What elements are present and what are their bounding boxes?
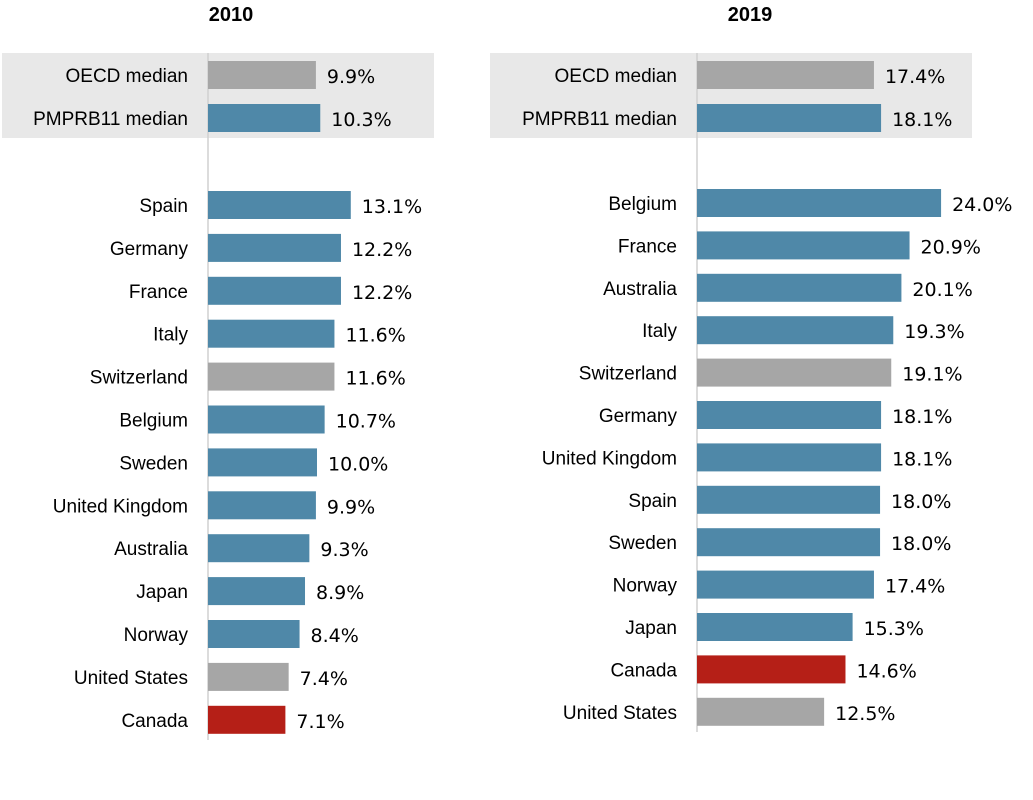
panel-2010-value-label: 7.1% <box>296 711 344 733</box>
panel-2019-bar <box>697 655 846 684</box>
panel-2010-bar <box>208 448 317 477</box>
panel-2019-value-label: 12.5% <box>835 703 895 725</box>
panel-2010-benchmark-value: 9.9% <box>327 66 375 88</box>
panel-2019-benchmark-bar <box>697 104 882 132</box>
panel-2019-benchmark-value: 17.4% <box>885 66 945 88</box>
panel-2010-value-label: 10.0% <box>328 453 388 475</box>
panel-2019-value-label: 19.3% <box>904 321 964 343</box>
panel-2010-category-label: United States <box>74 668 188 689</box>
panel-2010-value-label: 9.3% <box>320 539 368 561</box>
panel-2019-value-label: 18.0% <box>891 533 951 555</box>
panel-2010-title: 2010 <box>209 4 254 26</box>
panel-2019-category-label: Germany <box>599 406 678 427</box>
panel-2019-bar <box>697 273 902 302</box>
panel-2019-category-label: Italy <box>642 321 677 342</box>
panel-2010-benchmark-value: 10.3% <box>331 109 391 131</box>
panel-2019-category-label: France <box>618 236 677 257</box>
panel-2019-value-label: 24.0% <box>952 194 1012 216</box>
panel-2019-category-label: Switzerland <box>579 364 677 385</box>
panel-2010-value-label: 12.2% <box>352 239 412 261</box>
panel-2019-benchmark-label: PMPRB11 median <box>522 109 677 130</box>
panel-2010-value-label: 8.4% <box>311 625 359 647</box>
panel-2010-benchmark-label: OECD median <box>66 66 189 87</box>
panel-2010-category-label: Norway <box>124 625 189 646</box>
panel-2010-category-label: Belgium <box>119 411 188 432</box>
panel-2010-category-label: Germany <box>110 239 189 260</box>
panel-2010-bar <box>208 233 341 262</box>
panel-2010-bar <box>208 620 300 648</box>
panel-2010-bar <box>208 534 310 563</box>
panel-2010-value-label: 11.6% <box>345 368 405 390</box>
panel-2019-bar <box>697 697 825 726</box>
panel-2010-category-label: Sweden <box>119 453 188 474</box>
panel-2010-bar <box>208 319 335 348</box>
panel-2010-category-label: Japan <box>136 582 188 603</box>
panel-2019-category-label: Canada <box>610 660 677 681</box>
panel-2019-bar <box>697 358 892 387</box>
panel-2019-bar <box>697 570 874 599</box>
panel-2019-category-label: United Kingdom <box>542 448 677 469</box>
panel-2010-benchmark-bar <box>208 104 321 132</box>
panel-2019-value-label: 18.1% <box>892 406 952 428</box>
panel-2010-value-label: 11.6% <box>345 325 405 347</box>
panel-2010-bar <box>208 662 289 691</box>
panel-2019-bar <box>697 189 942 217</box>
panel-2010-bar <box>208 491 316 520</box>
panel-2019-category-label: Spain <box>628 491 677 512</box>
panel-2019-value-label: 18.0% <box>891 491 951 513</box>
panel-2019-benchmark-label: OECD median <box>555 66 678 87</box>
panel-2010-value-label: 12.2% <box>352 282 412 304</box>
panel-2010-category-label: Switzerland <box>90 368 188 389</box>
panel-2019-bar <box>697 231 910 260</box>
panel-2019-bar <box>697 528 881 557</box>
panel-2010-category-label: Australia <box>114 539 188 560</box>
panel-2019-value-label: 20.9% <box>921 236 981 258</box>
panel-2010-category-label: France <box>129 282 188 303</box>
panel-2019-value-label: 15.3% <box>864 618 924 640</box>
panel-2010-value-label: 7.4% <box>300 668 348 690</box>
panel-2010-benchmark-bar <box>208 61 316 89</box>
panel-2019-category-label: Belgium <box>608 194 677 215</box>
panel-2019-value-label: 19.1% <box>902 364 962 386</box>
panel-2019-title: 2019 <box>728 4 773 26</box>
panel-2019-bar <box>697 485 881 514</box>
panel-2019-value-label: 17.4% <box>885 576 945 598</box>
panel-2019-bar <box>697 443 882 472</box>
panel-2019-value-label: 20.1% <box>912 279 972 301</box>
panel-2010-category-label: Canada <box>121 711 188 732</box>
panel-2010-bar <box>208 362 335 391</box>
panel-2019-category-label: United States <box>563 703 677 724</box>
panel-2019-category-label: Sweden <box>608 533 677 554</box>
panel-2010-category-label: Italy <box>153 325 188 346</box>
panel-2019-bar <box>697 401 882 429</box>
panel-2010-value-label: 8.9% <box>316 582 364 604</box>
panel-2019-category-label: Japan <box>625 618 677 639</box>
panel-2019-value-label: 18.1% <box>892 448 952 470</box>
panel-2019-bar <box>697 613 853 641</box>
panel-2010-value-label: 13.1% <box>362 196 422 218</box>
panel-2019-category-label: Norway <box>613 576 678 597</box>
panel-2010-bar <box>208 577 306 606</box>
panel-2010-benchmark-label: PMPRB11 median <box>33 109 188 130</box>
panel-2010-bar <box>208 405 325 434</box>
panel-2010-bar <box>208 276 341 305</box>
panel-2010-bar <box>208 705 286 734</box>
panel-2010-value-label: 9.9% <box>327 496 375 518</box>
panel-2010-category-label: Spain <box>139 196 188 217</box>
panel-2019-bar <box>697 316 894 345</box>
panel-2010-bar <box>208 191 351 219</box>
panel-2019-category-label: Australia <box>603 279 677 300</box>
panel-2010-value-label: 10.7% <box>336 411 396 433</box>
panel-2019-benchmark-bar <box>697 61 874 89</box>
panel-2019-benchmark-value: 18.1% <box>892 109 952 131</box>
panel-2019-value-label: 14.6% <box>856 660 916 682</box>
panel-2010-category-label: United Kingdom <box>53 496 188 517</box>
